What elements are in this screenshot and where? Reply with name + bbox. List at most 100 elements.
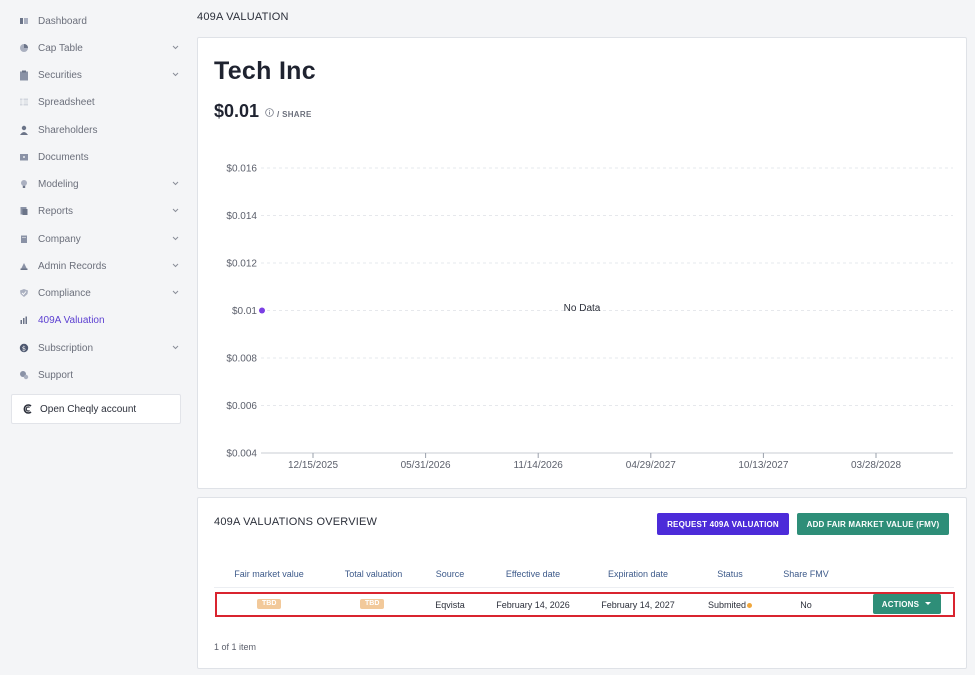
building-icon — [18, 234, 29, 245]
effective-date-cell: February 14, 2026 — [496, 600, 570, 610]
sidebar-item-label: Modeling — [38, 178, 79, 190]
sidebar: Dashboard Cap Table Securities Spreadsheet S… — [0, 0, 190, 675]
sidebar-item-label: Admin Records — [38, 260, 107, 272]
company-name: Tech Inc — [214, 57, 316, 85]
sidebar-item-documents[interactable]: Documents — [0, 144, 190, 170]
chevron-down-icon[interactable] — [171, 43, 180, 52]
y-tick-label: $0.006 — [226, 401, 257, 412]
chevron-down-icon[interactable] — [171, 179, 180, 188]
sidebar-item-spreadsheet[interactable]: Spreadsheet — [0, 89, 190, 115]
share-unit: / SHARE — [277, 110, 312, 119]
sidebar-item-label: Support — [38, 369, 74, 381]
shield-icon — [18, 288, 29, 299]
valuation-card: Tech Inc $0.01 / SHARE $0.016 $0.014 $0.01… — [197, 37, 967, 489]
dollar-icon: $ — [18, 343, 29, 354]
chevron-down-icon[interactable] — [171, 343, 180, 352]
sidebar-item-shareholders[interactable]: Shareholders — [0, 117, 190, 143]
share-price-value: $0.01 — [214, 101, 260, 121]
open-cheqly-button[interactable]: Open Cheqly account — [11, 394, 181, 424]
dashboard-icon — [18, 16, 29, 27]
data-point — [259, 307, 265, 314]
pie-chart-icon — [18, 43, 29, 54]
sidebar-item-cap-table[interactable]: Cap Table — [0, 35, 190, 61]
y-tick-label: $0.012 — [226, 259, 257, 270]
spreadsheet-icon — [18, 97, 29, 108]
y-tick-label: $0.004 — [226, 449, 257, 460]
x-tick-label: 03/28/2028 — [851, 460, 901, 471]
share-price: $0.01 / SHARE — [214, 101, 312, 122]
sidebar-item-securities[interactable]: Securities — [0, 62, 190, 88]
fair-market-value-badge: TBD — [257, 599, 282, 609]
sidebar-item-label: Company — [38, 233, 81, 245]
overview-card: 409A VALUATIONS OVERVIEW REQUEST 409A VA… — [197, 497, 967, 669]
sidebar-item-modeling[interactable]: Modeling — [0, 171, 190, 197]
clipboard-icon — [18, 70, 29, 81]
sidebar-item-409a-valuation[interactable]: 409A Valuation — [0, 307, 190, 333]
sidebar-item-label: Subscription — [38, 342, 94, 354]
sidebar-item-label: 409A Valuation — [38, 314, 105, 326]
records-icon — [18, 261, 29, 272]
folder-icon — [18, 152, 29, 163]
x-tick-label: 10/13/2027 — [738, 460, 788, 471]
expiration-date-text: February 14, 2027 — [601, 600, 675, 610]
user-icon — [18, 125, 29, 136]
cheqly-logo-icon — [22, 403, 34, 415]
chevron-down-icon[interactable] — [171, 206, 180, 215]
actions-label: ACTIONS — [881, 599, 920, 609]
add-fmv-button[interactable]: ADD FAIR MARKET VALUE (FMV) — [797, 513, 949, 535]
valuation-chart: $0.016 $0.014 $0.012 $0.01 $0.008 $0.006 $0.00… — [226, 164, 953, 471]
y-tick-label: $0.008 — [226, 354, 257, 365]
cheqly-label: Open Cheqly account — [40, 403, 137, 415]
sidebar-item-company[interactable]: Company — [0, 226, 190, 252]
sidebar-item-label: Shareholders — [38, 124, 98, 136]
pagination-info: 1 of 1 item — [214, 642, 257, 652]
column-header-expiration-date[interactable]: Expiration date — [607, 569, 669, 579]
support-icon — [18, 370, 29, 381]
sidebar-item-label: Spreadsheet — [38, 96, 95, 108]
x-tick-label: 11/14/2026 — [514, 460, 564, 471]
x-tick-label: 05/31/2026 — [401, 460, 451, 471]
share-fmv-cell: No — [800, 600, 812, 610]
sidebar-item-support[interactable]: Support — [0, 362, 190, 388]
sidebar-item-label: Securities — [38, 69, 82, 81]
svg-text:$: $ — [21, 345, 25, 353]
sidebar-item-reports[interactable]: Reports — [0, 198, 190, 224]
source-cell: Eqvista — [435, 600, 465, 610]
page-title: 409A VALUATION — [197, 11, 289, 23]
sidebar-item-label: Dashboard — [38, 15, 87, 27]
x-tick-label: 12/15/2025 — [288, 460, 338, 471]
sidebar-item-dashboard[interactable]: Dashboard — [0, 8, 190, 34]
sidebar-item-subscription[interactable]: $ Subscription — [0, 335, 190, 361]
request-409a-button[interactable]: REQUEST 409A VALUATION — [657, 513, 789, 535]
sidebar-item-label: Reports — [38, 205, 74, 217]
report-icon — [18, 206, 29, 217]
row-highlight — [215, 592, 955, 617]
status-dot-icon — [747, 603, 753, 609]
column-header-share-fmv[interactable]: Share FMV — [783, 569, 829, 579]
column-header-effective-date[interactable]: Effective date — [505, 569, 561, 579]
sidebar-item-label: Cap Table — [38, 42, 83, 54]
y-tick-label: $0.01 — [232, 306, 257, 317]
column-header-source[interactable]: Source — [435, 569, 465, 579]
caret-down-icon — [925, 602, 932, 605]
column-header-total-valuation[interactable]: Total valuation — [344, 569, 403, 579]
status-cell: Submited — [698, 600, 762, 610]
column-header-status[interactable]: Status — [717, 569, 743, 579]
chevron-down-icon[interactable] — [171, 234, 180, 243]
bulb-icon — [18, 179, 29, 190]
no-data-label: No Data — [564, 303, 601, 314]
sidebar-item-compliance[interactable]: Compliance — [0, 280, 190, 306]
chevron-down-icon[interactable] — [171, 261, 180, 270]
expiration-date-cell: February 14, 2027 — [588, 600, 688, 610]
status-text: Submited — [707, 600, 747, 610]
actions-button[interactable]: ACTIONS — [873, 594, 941, 614]
info-icon[interactable] — [265, 104, 274, 117]
x-tick-label: 04/29/2027 — [626, 460, 676, 471]
sidebar-item-label: Compliance — [38, 287, 91, 299]
chevron-down-icon[interactable] — [171, 70, 180, 79]
bar-chart-icon — [18, 315, 29, 326]
sidebar-item-admin-records[interactable]: Admin Records — [0, 253, 190, 279]
chevron-down-icon[interactable] — [171, 288, 180, 297]
y-tick-label: $0.016 — [226, 164, 257, 175]
column-header-fair-market-value[interactable]: Fair market value — [234, 569, 304, 579]
